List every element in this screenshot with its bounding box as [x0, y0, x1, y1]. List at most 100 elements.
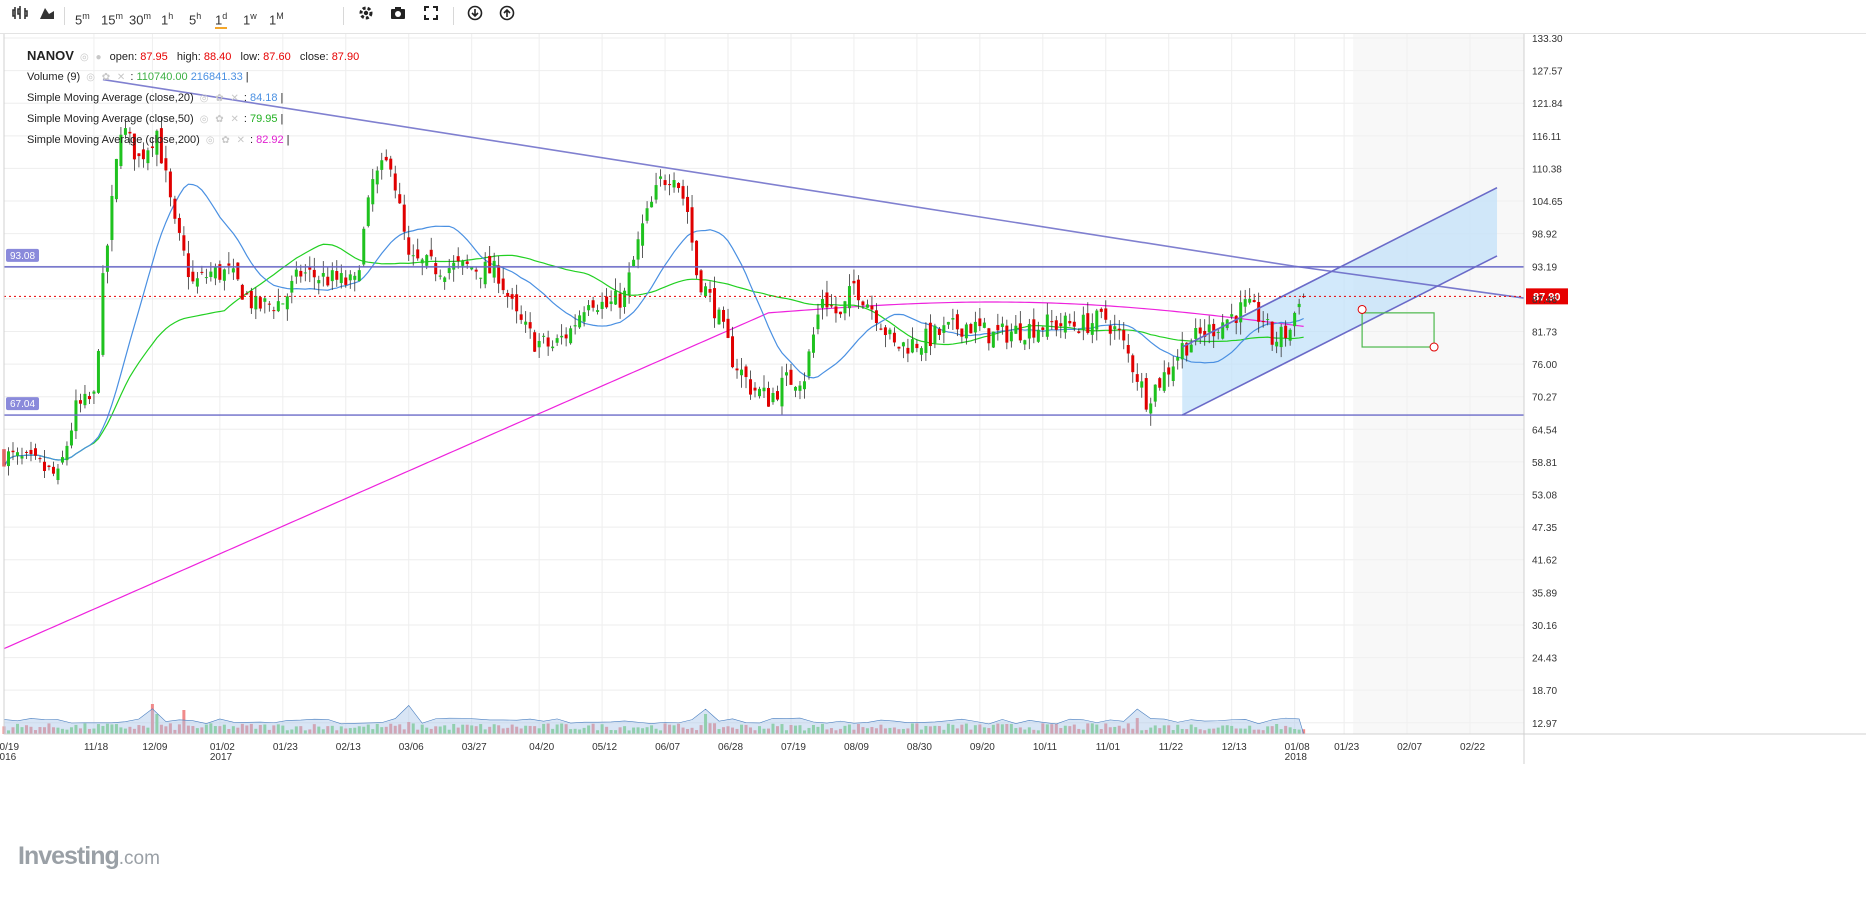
- candle-body: [659, 176, 663, 179]
- volume-bar: [1135, 718, 1139, 734]
- candle-body: [663, 180, 667, 186]
- y-tick-label: 104.65: [1532, 197, 1563, 208]
- candle-body: [258, 297, 262, 309]
- candle-body: [766, 387, 770, 407]
- candle-body: [811, 334, 815, 353]
- candle-body: [1248, 298, 1252, 303]
- volume-bar: [1171, 730, 1175, 734]
- fullscreen-icon[interactable]: [420, 5, 442, 27]
- y-tick-label: 70.27: [1532, 393, 1557, 404]
- candle-body: [191, 271, 195, 282]
- volume-bar: [825, 729, 829, 734]
- legend-controls-icon[interactable]: ◎ ✿ ✕: [205, 135, 247, 146]
- volume-bar: [1050, 724, 1054, 734]
- candle-body: [775, 391, 779, 400]
- high-value: 88.40: [203, 51, 232, 63]
- candle-body: [695, 240, 699, 276]
- x-tick-label: 12/09: [142, 742, 167, 753]
- volume-bar: [933, 725, 937, 734]
- candle-body: [573, 325, 577, 327]
- candle-body: [852, 280, 856, 284]
- candle-body: [1036, 329, 1040, 342]
- volume-bar: [865, 728, 869, 734]
- candle-body: [636, 239, 640, 260]
- candle-body: [83, 393, 87, 406]
- candle-body: [344, 277, 348, 285]
- candle-body: [1027, 324, 1031, 339]
- volume-bar: [1270, 726, 1274, 734]
- legend-controls-icon[interactable]: ◎ ✿ ✕: [86, 72, 128, 83]
- volume-bar: [789, 725, 793, 734]
- x-tick-label: 01/08: [1285, 742, 1310, 753]
- candle-body: [200, 271, 204, 273]
- volume-bar: [632, 727, 636, 734]
- volume-ma-area: [3, 705, 1305, 735]
- area-chart-icon[interactable]: [36, 5, 58, 27]
- y-tick-label: 81.73: [1532, 327, 1557, 338]
- volume-bar: [366, 724, 370, 734]
- price-chart[interactable]: 93.08 67.04 87.90 133.30 127.57 121.84 116.11…: [0, 34, 1866, 910]
- cloud-download-icon[interactable]: [464, 5, 486, 27]
- volume-bar: [51, 727, 55, 734]
- legend-controls-icon[interactable]: ◎ ✿ ✕: [199, 114, 241, 125]
- volume-bar: [402, 729, 406, 734]
- candle-body: [1185, 342, 1189, 356]
- volume-bar: [42, 727, 46, 734]
- candle-body: [1122, 330, 1126, 341]
- candle-body: [834, 306, 838, 314]
- candle-body: [137, 153, 141, 157]
- candle-body: [717, 309, 721, 325]
- candle-body: [987, 328, 991, 344]
- candle-body: [20, 456, 24, 459]
- candle-body: [92, 391, 96, 394]
- candle-body: [1252, 300, 1256, 303]
- candle-body: [177, 217, 181, 233]
- volume-bar: [722, 727, 726, 734]
- timeframe-button-5m[interactable]: 5m: [75, 11, 90, 28]
- camera-icon[interactable]: [387, 5, 409, 27]
- timeframe-button-1h[interactable]: 1h: [161, 11, 174, 28]
- close-value: 87.90: [331, 51, 360, 63]
- x-tick-label: 03/06: [399, 742, 424, 753]
- candle-body: [1045, 314, 1049, 337]
- timeframe-button-30m[interactable]: 30m: [129, 11, 151, 28]
- volume-bar: [1068, 726, 1072, 734]
- candle-body: [618, 293, 622, 308]
- legend-controls-icon[interactable]: ◎ ✿ ✕: [199, 93, 241, 104]
- volume-bar: [515, 726, 519, 734]
- timeframe-button-1d[interactable]: 1d: [215, 5, 228, 29]
- candle-body: [1117, 328, 1121, 331]
- gear-icon[interactable]: [355, 5, 377, 27]
- timeframe-button-15m[interactable]: 15m: [101, 11, 123, 28]
- volume-bar: [65, 729, 69, 734]
- volume-bar: [762, 728, 766, 734]
- candle-body: [105, 245, 109, 272]
- candle-body: [155, 130, 159, 155]
- candle-body: [749, 379, 753, 395]
- volume-bar: [740, 724, 744, 734]
- visibility-controls-icon[interactable]: ◎ ●: [80, 52, 104, 63]
- volume-bar: [299, 726, 303, 734]
- candle-body: [546, 337, 550, 347]
- candle-body: [740, 369, 744, 376]
- volume-bar: [537, 728, 541, 734]
- volume-bar: [677, 723, 681, 734]
- cloud-upload-icon[interactable]: [496, 5, 518, 27]
- candle-body: [874, 310, 878, 324]
- candle-body: [847, 286, 851, 309]
- volume-bar: [1104, 723, 1108, 734]
- timeframe-button-1w[interactable]: 1w: [243, 11, 257, 28]
- candlestick-icon[interactable]: [10, 5, 32, 27]
- volume-bar: [1023, 729, 1027, 734]
- candle-body: [267, 303, 271, 305]
- candle-body: [1158, 378, 1162, 388]
- candle-body: [600, 301, 604, 309]
- timeframe-button-1M[interactable]: 1M: [269, 11, 284, 28]
- candle-body: [1230, 314, 1234, 317]
- volume-bar: [704, 714, 708, 734]
- timeframe-button-5h[interactable]: 5h: [189, 11, 202, 28]
- candle-body: [951, 318, 955, 320]
- x-tick-year: 2017: [210, 752, 233, 763]
- candle-body: [708, 289, 712, 293]
- candle-body: [870, 305, 874, 310]
